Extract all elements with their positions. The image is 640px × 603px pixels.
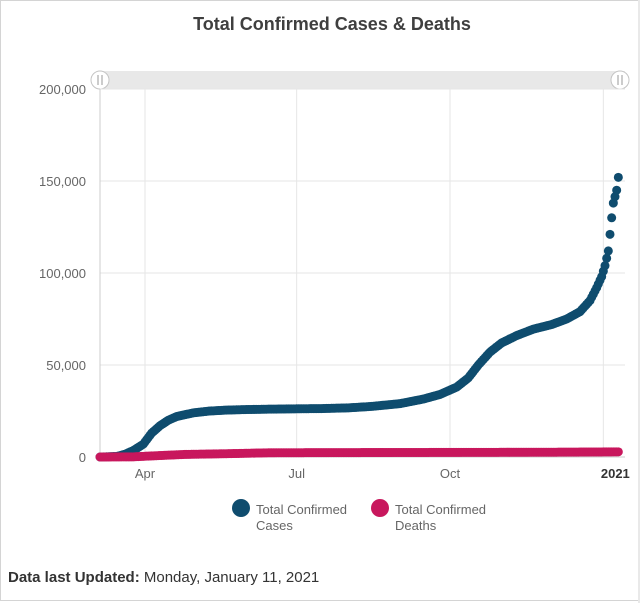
y-tick-label: 200,000 <box>39 82 86 97</box>
scrollbar-edge <box>638 0 640 603</box>
range-handle-left[interactable] <box>90 70 110 90</box>
range-selector-track[interactable] <box>100 71 625 89</box>
series-deaths <box>95 447 623 462</box>
x-tick-label: Apr <box>135 466 156 481</box>
y-tick-label: 150,000 <box>39 174 86 189</box>
data-point <box>612 185 622 195</box>
legend-marker-deaths[interactable] <box>371 499 389 517</box>
data-point <box>602 253 612 263</box>
data-point <box>607 213 617 223</box>
legend-label-line1[interactable]: Total Confirmed <box>256 502 347 517</box>
chart-title: Total Confirmed Cases & Deaths <box>193 14 471 34</box>
x-tick-label: 2021 <box>601 466 630 481</box>
y-tick-label: 50,000 <box>46 358 86 373</box>
data-point <box>603 246 613 256</box>
legend-label-line2[interactable]: Deaths <box>395 518 437 533</box>
data-point <box>613 172 623 182</box>
chart-area: 0 50,000 100,000 150,000 200,000 Apr Jul Oct 202… <box>39 70 630 533</box>
legend-label-line2[interactable]: Cases <box>256 518 293 533</box>
last-updated-value: Monday, January 11, 2021 <box>143 569 320 586</box>
legend-marker-cases[interactable] <box>232 499 250 517</box>
x-tick-label: Oct <box>440 466 461 481</box>
data-point <box>613 447 623 457</box>
x-tick-label: Jul <box>288 466 305 481</box>
data-point <box>605 229 615 239</box>
legend-label-line1[interactable]: Total Confirmed <box>395 502 486 517</box>
series-cases <box>95 172 623 462</box>
y-tick-label: 0 <box>79 450 86 465</box>
y-tick-label: 100,000 <box>39 266 86 281</box>
last-updated: Data last Updated: Monday, January 11, 2… <box>8 569 319 586</box>
range-handle-right[interactable] <box>610 70 630 90</box>
data-point <box>600 261 610 271</box>
last-updated-label: Data last Updated: <box>8 569 140 586</box>
